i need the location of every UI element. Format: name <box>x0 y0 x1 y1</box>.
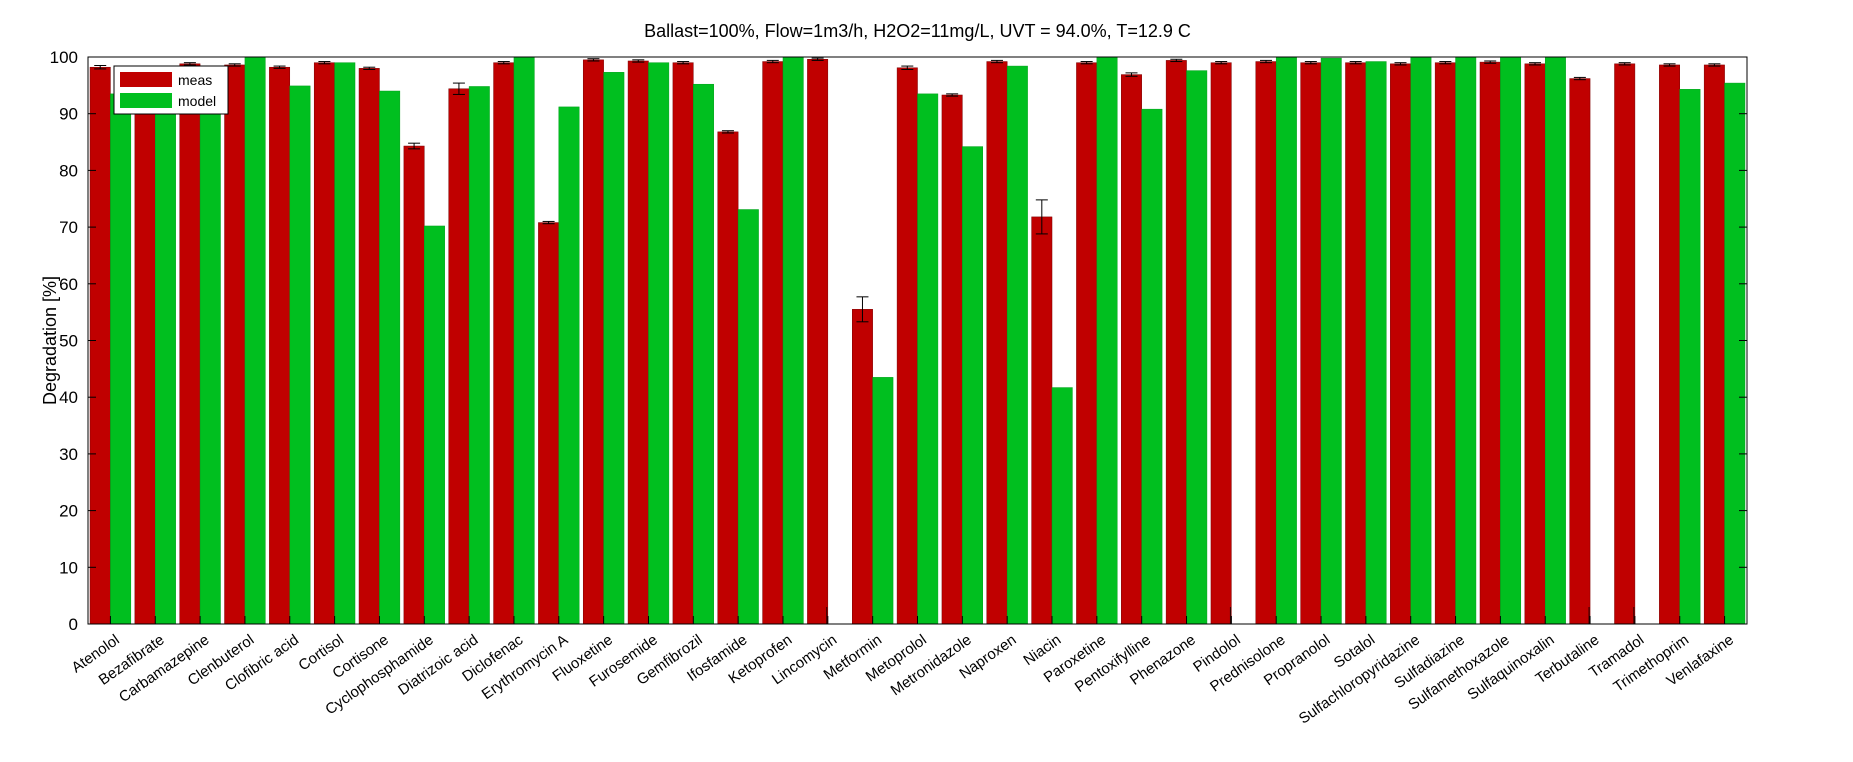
bar-model-gemfibrozil <box>693 83 714 625</box>
y-tick-label: 10 <box>59 558 78 577</box>
bar-meas-niacin <box>1031 216 1053 625</box>
bar-model-bezafibrate <box>155 107 176 625</box>
y-tick-label: 70 <box>59 218 78 237</box>
bar-model-sulfaquinoxalin <box>1544 56 1566 625</box>
bar-model-sulfadiazine <box>1455 56 1477 625</box>
legend: meas model <box>113 65 229 115</box>
bar-model-niacin <box>1051 387 1073 625</box>
bar-meas-sulfachloropyridazine <box>1390 63 1411 625</box>
bar-meas-cortisone <box>358 68 380 625</box>
bar-meas-tramadol <box>1614 63 1636 625</box>
bar-meas-erythromycin-a <box>538 222 560 625</box>
bar-model-metronidazole <box>962 146 983 625</box>
y-tick-label: 80 <box>59 161 78 180</box>
x-axis-ticks: AtenololBezafibrateCarbamazepineClenbute… <box>69 616 1737 728</box>
y-tick-label: 40 <box>59 388 78 407</box>
bar-model-propranolol <box>1320 57 1342 625</box>
bar-model-cortisone <box>379 90 401 625</box>
bar-meas-cyclophosphamide <box>403 145 425 625</box>
bar-meas-sulfaquinoxalin <box>1524 63 1546 625</box>
bar-meas-venlafaxine <box>1703 64 1725 625</box>
bar-model-phenazone <box>1186 70 1208 625</box>
bar-model-cortisol <box>334 62 356 625</box>
bar-model-diatrizoic-acid <box>468 86 490 625</box>
bars-group <box>89 56 1746 625</box>
bar-meas-sulfamethoxazole <box>1479 61 1501 625</box>
bar-meas-carbamazepine <box>179 63 201 625</box>
y-tick-label: 100 <box>50 48 78 67</box>
bar-model-atenolol <box>110 93 132 625</box>
bar-model-metformin <box>872 377 894 625</box>
bar-model-ifosfamide <box>737 209 759 625</box>
y-tick-label: 0 <box>69 615 78 634</box>
bar-meas-furosemide <box>627 60 649 625</box>
bar-meas-ketoprofen <box>762 61 784 625</box>
bar-meas-paroxetine <box>1076 62 1098 625</box>
bar-meas-cortisol <box>313 62 335 625</box>
bar-meas-clenbuterol <box>224 64 246 625</box>
bar-meas-pindolol <box>1210 62 1232 625</box>
bar-meas-clofibric-acid <box>269 66 291 625</box>
bar-model-clofibric-acid <box>289 85 311 625</box>
bar-meas-propranolol <box>1300 62 1322 625</box>
bar-model-erythromycin-a <box>558 106 580 625</box>
bar-meas-phenazone <box>1165 60 1187 625</box>
bar-meas-fluoxetine <box>582 59 604 625</box>
bar-model-paroxetine <box>1096 56 1118 625</box>
bar-meas-gemfibrozil <box>672 62 694 625</box>
bar-meas-metformin <box>852 309 873 625</box>
bar-meas-terbutaline <box>1569 78 1591 625</box>
legend-swatch-meas <box>120 72 172 87</box>
bar-model-venlafaxine <box>1724 82 1746 625</box>
bar-model-clenbuterol <box>244 56 266 625</box>
bar-meas-lincomycin <box>807 59 829 625</box>
bar-model-cyclophosphamide <box>424 225 445 625</box>
chart-title: Ballast=100%, Flow=1m3/h, H2O2=11mg/L, U… <box>644 21 1191 41</box>
bar-model-metoprolol <box>917 93 939 625</box>
bar-model-sotalol <box>1365 61 1387 625</box>
y-axis-ticks: 0 10 20 30 40 50 60 70 80 90 100 <box>50 48 1747 634</box>
y-tick-label: 50 <box>59 332 78 351</box>
bar-meas-ifosfamide <box>717 131 739 625</box>
legend-swatch-model <box>120 93 172 108</box>
bar-model-furosemide <box>648 62 670 625</box>
bar-meas-prednisolone <box>1255 61 1277 625</box>
bar-model-pentoxifylline <box>1141 108 1163 625</box>
bar-model-sulfachloropyridazine <box>1410 56 1432 625</box>
bar-meas-sotalol <box>1345 62 1367 625</box>
bar-model-naproxen <box>1006 65 1028 625</box>
y-tick-label: 60 <box>59 275 78 294</box>
y-tick-label: 30 <box>59 445 78 464</box>
bar-model-sulfamethoxazole <box>1500 56 1522 625</box>
bar-meas-diatrizoic-acid <box>448 88 470 625</box>
bar-model-prednisolone <box>1275 56 1297 625</box>
bar-model-trimethoprim <box>1679 89 1701 625</box>
y-axis-label: Degradation [%] <box>40 276 60 405</box>
bar-model-ketoprofen <box>782 56 804 625</box>
bar-meas-trimethoprim <box>1659 64 1680 625</box>
bar-meas-atenolol <box>89 66 111 625</box>
y-tick-label: 90 <box>59 105 78 124</box>
bar-meas-diclofenac <box>493 62 515 625</box>
bar-model-diclofenac <box>513 56 535 625</box>
bar-meas-bezafibrate <box>134 70 156 625</box>
bar-meas-metoprolol <box>896 67 918 625</box>
bar-model-carbamazepine <box>199 79 221 625</box>
bar-meas-sulfadiazine <box>1434 62 1456 625</box>
bar-meas-metronidazole <box>941 94 963 625</box>
bar-model-fluoxetine <box>603 72 625 625</box>
y-tick-label: 20 <box>59 502 78 521</box>
bar-meas-naproxen <box>986 61 1008 625</box>
bar-meas-pentoxifylline <box>1121 74 1142 625</box>
legend-label-model: model <box>178 93 216 109</box>
legend-label-meas: meas <box>178 72 212 88</box>
